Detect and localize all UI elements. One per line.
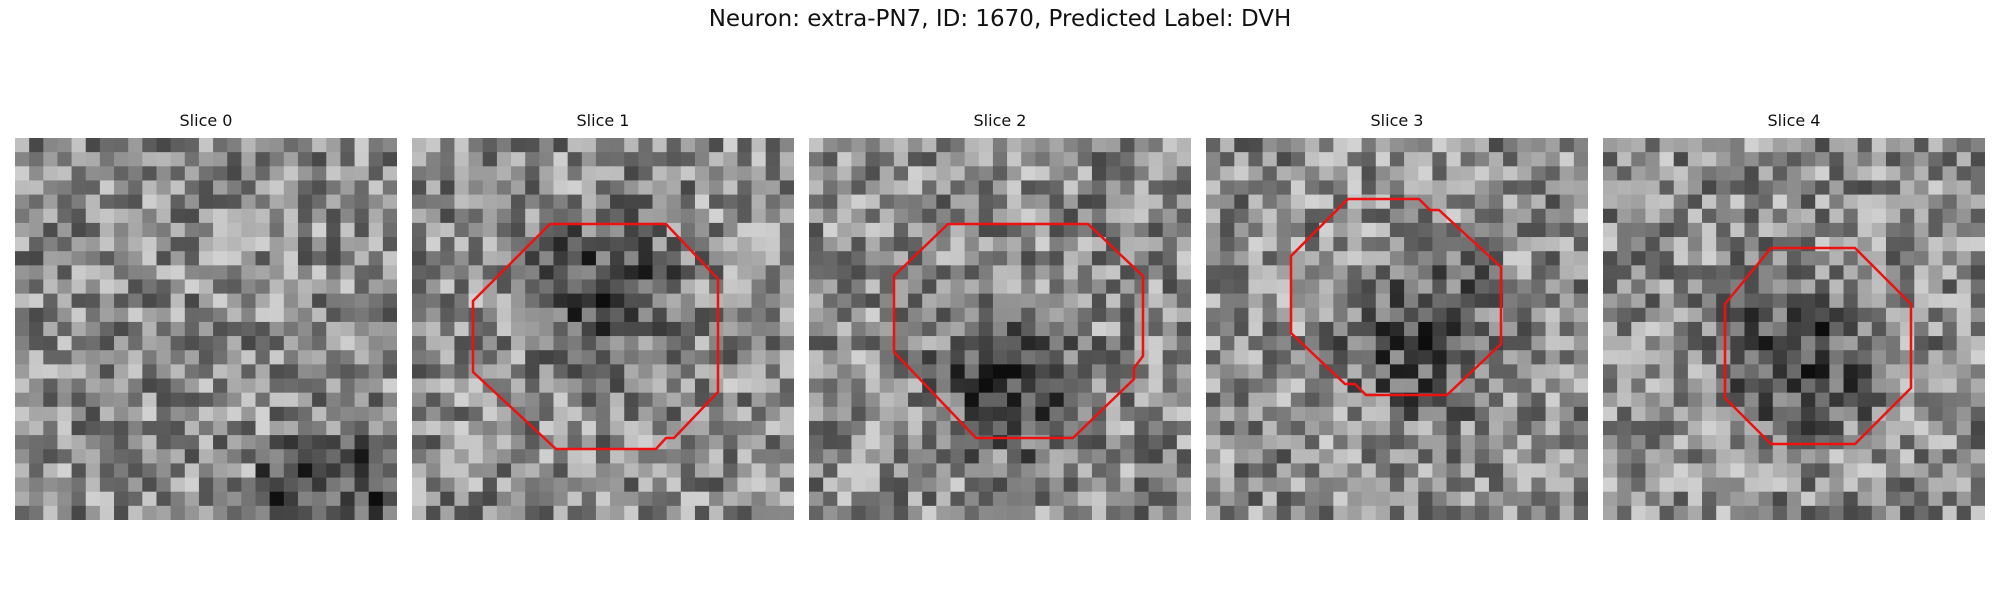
roi-contour: [471, 222, 720, 451]
slice-panel-2: Slice 2: [809, 110, 1191, 520]
slice-image: [809, 138, 1191, 520]
pixel-grid: [15, 138, 397, 520]
figure-title: Neuron: extra-PN7, ID: 1670, Predicted L…: [708, 6, 1292, 32]
pixel-grid: [1603, 138, 1985, 520]
slice-title: Slice 4: [1767, 111, 1821, 130]
slice-panel-3: Slice 3: [1206, 110, 1588, 520]
slice-image: [1603, 138, 1985, 520]
roi-contour: [1289, 197, 1503, 397]
slice-title: Slice 3: [1370, 111, 1424, 130]
pixel-grid: [1206, 138, 1588, 520]
slice-title: Slice 0: [179, 111, 233, 130]
slice-panel-1: Slice 1: [412, 110, 794, 520]
slice-panel-4: Slice 4: [1603, 110, 1985, 520]
slice-title: Slice 2: [973, 111, 1027, 130]
roi-contour: [1723, 246, 1913, 446]
slice-image: [412, 138, 794, 520]
slice-title: Slice 1: [576, 111, 630, 130]
pixel-grid: [412, 138, 794, 520]
slice-image: [15, 138, 397, 520]
slice-panel-0: Slice 0: [15, 110, 397, 520]
roi-contour: [892, 222, 1145, 440]
slice-image: [1206, 138, 1588, 520]
pixel-grid: [809, 138, 1191, 520]
